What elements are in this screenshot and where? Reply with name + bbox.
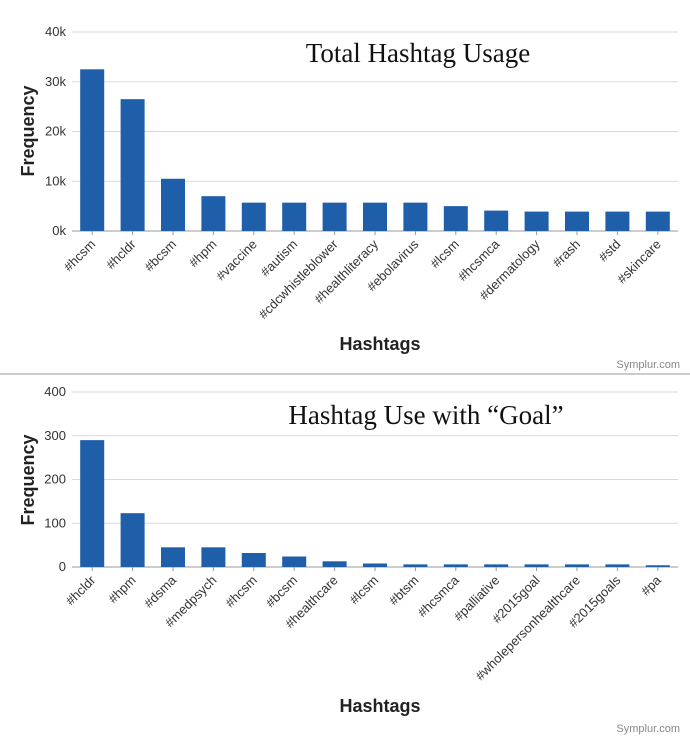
x-tick-label: #hpm bbox=[105, 573, 139, 607]
x-tick-label: #pa bbox=[638, 572, 664, 598]
bar-lcsm bbox=[363, 563, 387, 567]
bar-cdcwhistleblower bbox=[322, 202, 347, 231]
x-tick-label: #hpm bbox=[186, 237, 220, 271]
bar-hpm bbox=[120, 513, 145, 567]
x-tick-label: #hcldr bbox=[63, 572, 99, 608]
bar-hpm bbox=[201, 196, 226, 231]
bar-std bbox=[605, 211, 630, 231]
bar-lcsm bbox=[443, 206, 468, 231]
bar-hcldr bbox=[80, 440, 105, 567]
bar-medpsych bbox=[201, 547, 226, 567]
bar-hcsmca bbox=[443, 564, 468, 567]
chart-title: Total Hashtag Usage bbox=[306, 38, 531, 68]
bar-hcsm bbox=[241, 553, 266, 567]
x-tick-label: #btsm bbox=[386, 573, 422, 609]
y-tick-label: 400 bbox=[44, 384, 66, 399]
x-tick-label: #hcsm bbox=[61, 237, 99, 275]
bar-dsma bbox=[161, 547, 185, 567]
bar-2015goal bbox=[524, 564, 549, 567]
x-tick-label: #lcsm bbox=[347, 573, 382, 608]
x-tick-label: #bcsm bbox=[141, 237, 179, 275]
bar-healthcare bbox=[322, 561, 347, 567]
x-tick-label: #bcsm bbox=[263, 573, 301, 611]
bar-hcsm bbox=[80, 69, 105, 231]
x-axis-title: Hashtags bbox=[339, 696, 420, 716]
bar-skincare bbox=[645, 211, 670, 231]
credit-label: Symplur.com bbox=[616, 723, 680, 735]
x-tick-label: #lcsm bbox=[427, 237, 462, 272]
bar-2015goals bbox=[605, 564, 630, 567]
y-axis-title: Frequency bbox=[18, 85, 38, 176]
bar-rash bbox=[565, 211, 589, 231]
x-tick-label: #rash bbox=[550, 237, 584, 271]
bar-hcldr bbox=[120, 99, 145, 231]
y-tick-label: 40k bbox=[45, 24, 66, 39]
bar-bcsm bbox=[161, 178, 185, 231]
bar-palliative bbox=[484, 564, 509, 567]
y-tick-label: 10k bbox=[45, 173, 66, 188]
bar-vaccine bbox=[241, 202, 266, 231]
x-tick-label: #skincare bbox=[614, 237, 664, 287]
bar-bcsm bbox=[282, 556, 307, 567]
bar-hcsmca bbox=[484, 210, 509, 231]
y-tick-label: 0 bbox=[59, 559, 66, 574]
bar-ebolavirus bbox=[403, 202, 428, 231]
x-tick-label: #dsma bbox=[141, 572, 180, 611]
y-tick-label: 200 bbox=[44, 472, 66, 487]
y-tick-label: 300 bbox=[44, 428, 66, 443]
x-tick-label: #std bbox=[596, 237, 624, 265]
y-axis-title: Frequency bbox=[18, 434, 38, 525]
bar-autism bbox=[282, 202, 307, 231]
x-tick-label: #vaccine bbox=[213, 237, 260, 284]
credit-label: Symplur.com bbox=[616, 359, 680, 371]
bar-dermatology bbox=[524, 211, 549, 231]
x-axis-title: Hashtags bbox=[339, 334, 420, 354]
x-tick-label: #hcldr bbox=[103, 236, 139, 272]
chart-title: Hashtag Use with “Goal” bbox=[288, 400, 563, 430]
bar-pa bbox=[645, 565, 670, 567]
y-tick-label: 0k bbox=[52, 223, 66, 238]
x-tick-label: #hcsm bbox=[222, 573, 260, 611]
y-tick-label: 20k bbox=[45, 124, 66, 139]
y-tick-label: 100 bbox=[44, 515, 66, 530]
bar-btsm bbox=[403, 564, 428, 567]
bar-wholepersonhealthcare bbox=[565, 564, 589, 567]
bar-healthliteracy bbox=[363, 202, 387, 231]
y-tick-label: 30k bbox=[45, 74, 66, 89]
